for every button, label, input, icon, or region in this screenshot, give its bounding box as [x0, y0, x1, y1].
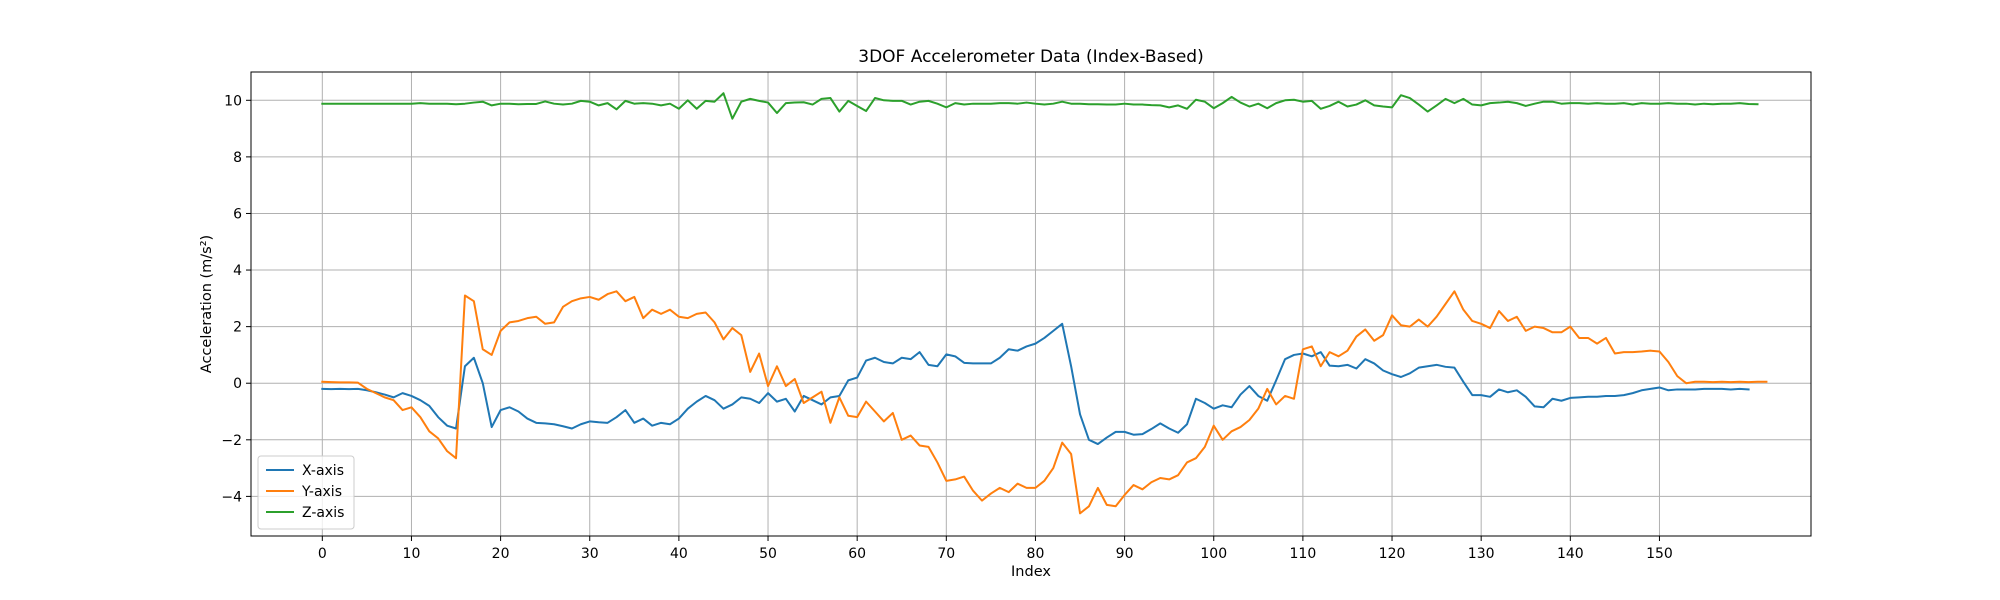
y-axis: −4 −2 0 2 4 6 8 10 — [221, 93, 251, 505]
x-tick-label: 0 — [318, 546, 327, 562]
x-tick-label: 80 — [1027, 546, 1045, 562]
y-tick-label: −2 — [221, 433, 242, 449]
x-tick-label: 30 — [581, 546, 599, 562]
series-line-x-axis — [321, 322, 1750, 446]
x-axis-title: Index — [1011, 564, 1051, 580]
x-axis: 0 10 20 30 40 50 60 70 80 90 100 110 120 130 140 150 — [318, 536, 1673, 562]
y-axis-title: Acceleration (m/s²) — [199, 235, 215, 373]
x-tick-label: 10 — [403, 546, 421, 562]
plot-frame — [250, 71, 1812, 537]
legend: X-axis Y-axis Z-axis — [257, 455, 355, 530]
x-tick-label: 50 — [759, 546, 777, 562]
y-tick-label: 2 — [233, 320, 242, 336]
x-tick-label: 20 — [492, 546, 510, 562]
x-tick-label: 40 — [670, 546, 688, 562]
x-tick-label: 90 — [1116, 546, 1134, 562]
x-tick-label: 60 — [848, 546, 866, 562]
legend-label-x-axis: X-axis — [302, 463, 344, 479]
x-tick-label: 110 — [1290, 546, 1317, 562]
y-tick-label: 0 — [233, 376, 242, 392]
series-lines — [321, 92, 1768, 515]
chart-title: 3DOF Accelerometer Data (Index-Based) — [858, 47, 1203, 67]
y-tick-label: 8 — [233, 150, 242, 166]
x-tick-label: 100 — [1200, 546, 1227, 562]
x-tick-label: 130 — [1468, 546, 1495, 562]
x-tick-label: 120 — [1379, 546, 1406, 562]
series-line-z-axis — [321, 92, 1759, 120]
y-tick-label: −4 — [221, 489, 242, 505]
legend-label-y-axis: Y-axis — [301, 484, 342, 500]
y-tick-label: 4 — [233, 263, 242, 279]
legend-box — [257, 455, 355, 530]
x-tick-label: 140 — [1557, 546, 1584, 562]
series-line-y-axis — [321, 290, 1768, 515]
grid-lines — [251, 72, 1811, 536]
y-tick-label: 10 — [224, 93, 242, 109]
legend-label-z-axis: Z-axis — [302, 505, 344, 521]
x-tick-label: 150 — [1646, 546, 1673, 562]
y-tick-label: 6 — [233, 206, 242, 222]
x-tick-label: 70 — [937, 546, 955, 562]
